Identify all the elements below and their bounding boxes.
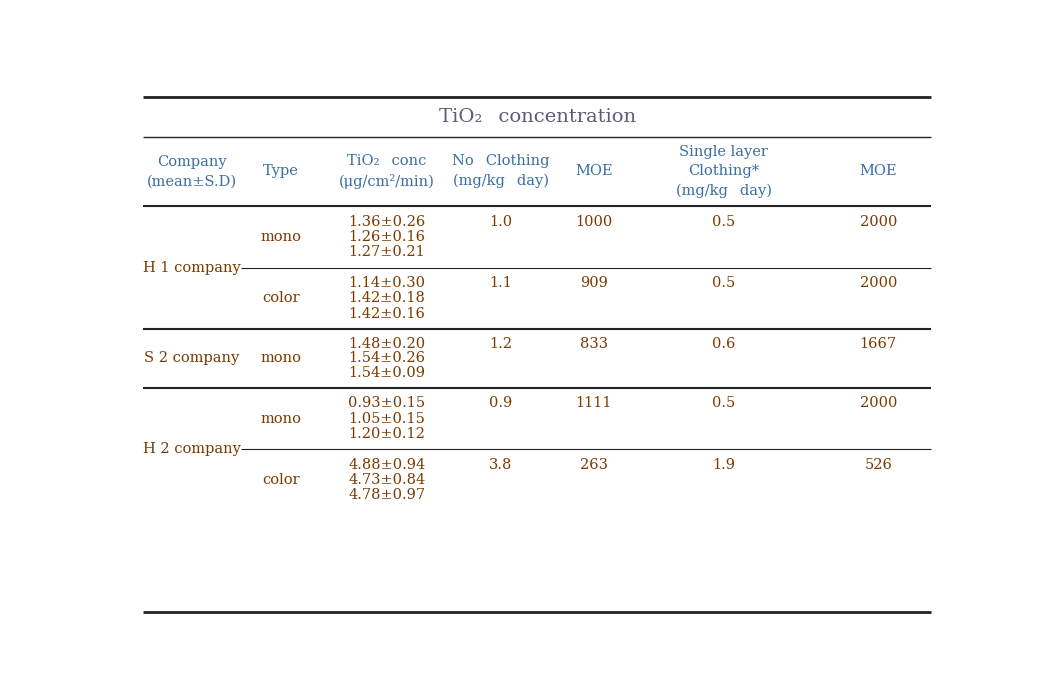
- Text: 1.9: 1.9: [713, 458, 736, 472]
- Text: 4.88±0.94: 4.88±0.94: [348, 458, 425, 472]
- Text: 1.0: 1.0: [489, 214, 512, 228]
- Text: 1.54±0.09: 1.54±0.09: [348, 366, 425, 380]
- Text: TiO₂  concentration: TiO₂ concentration: [438, 108, 636, 126]
- Text: 1.2: 1.2: [489, 337, 512, 350]
- Text: 1111: 1111: [575, 396, 612, 410]
- Text: 2000: 2000: [859, 276, 897, 290]
- Text: 0.5: 0.5: [713, 214, 736, 228]
- Text: 1.1: 1.1: [489, 276, 512, 290]
- Text: Single layer
Clothing*
(mg/kg  day): Single layer Clothing* (mg/kg day): [676, 144, 772, 198]
- Text: 263: 263: [580, 458, 608, 472]
- Text: 2000: 2000: [859, 214, 897, 228]
- Text: 0.6: 0.6: [713, 337, 736, 350]
- Text: 1000: 1000: [575, 214, 613, 228]
- Text: color: color: [262, 473, 300, 487]
- Text: 3.8: 3.8: [488, 458, 512, 472]
- Text: 1.48±0.20: 1.48±0.20: [348, 337, 425, 350]
- Text: MOE: MOE: [859, 164, 897, 178]
- Text: 1.54±0.26: 1.54±0.26: [348, 351, 425, 366]
- Text: 1.26±0.16: 1.26±0.16: [348, 230, 425, 244]
- Text: TiO₂  conc
(μg/cm²/min): TiO₂ conc (μg/cm²/min): [339, 154, 435, 189]
- Text: 0.9: 0.9: [489, 396, 512, 410]
- Text: 1.42±0.16: 1.42±0.16: [348, 307, 425, 321]
- Text: 0.93±0.15: 0.93±0.15: [348, 396, 425, 410]
- Text: color: color: [262, 291, 300, 305]
- Text: S 2 company: S 2 company: [145, 351, 240, 366]
- Text: H 2 company: H 2 company: [143, 442, 241, 457]
- Text: Type: Type: [263, 164, 299, 178]
- Text: MOE: MOE: [575, 164, 613, 178]
- Text: H 1 company: H 1 company: [143, 261, 241, 275]
- Text: 4.78±0.97: 4.78±0.97: [348, 489, 425, 502]
- Text: Company
(mean±S.D): Company (mean±S.D): [147, 155, 237, 188]
- Text: 1.36±0.26: 1.36±0.26: [348, 214, 425, 228]
- Text: 1.05±0.15: 1.05±0.15: [348, 412, 425, 425]
- Text: mono: mono: [261, 412, 302, 425]
- Text: 1.14±0.30: 1.14±0.30: [348, 276, 425, 290]
- Text: 1.20±0.12: 1.20±0.12: [348, 427, 425, 441]
- Text: 1667: 1667: [859, 337, 897, 350]
- Text: 526: 526: [865, 458, 892, 472]
- Text: 833: 833: [580, 337, 608, 350]
- Text: mono: mono: [261, 230, 302, 244]
- Text: 4.73±0.84: 4.73±0.84: [348, 473, 425, 487]
- Text: No  Clothing
(mg/kg  day): No Clothing (mg/kg day): [452, 154, 549, 189]
- Text: 0.5: 0.5: [713, 276, 736, 290]
- Text: mono: mono: [261, 351, 302, 366]
- Text: 2000: 2000: [859, 396, 897, 410]
- Text: 909: 909: [580, 276, 608, 290]
- Text: 1.42±0.18: 1.42±0.18: [348, 291, 425, 305]
- Text: 0.5: 0.5: [713, 396, 736, 410]
- Text: 1.27±0.21: 1.27±0.21: [349, 245, 425, 260]
